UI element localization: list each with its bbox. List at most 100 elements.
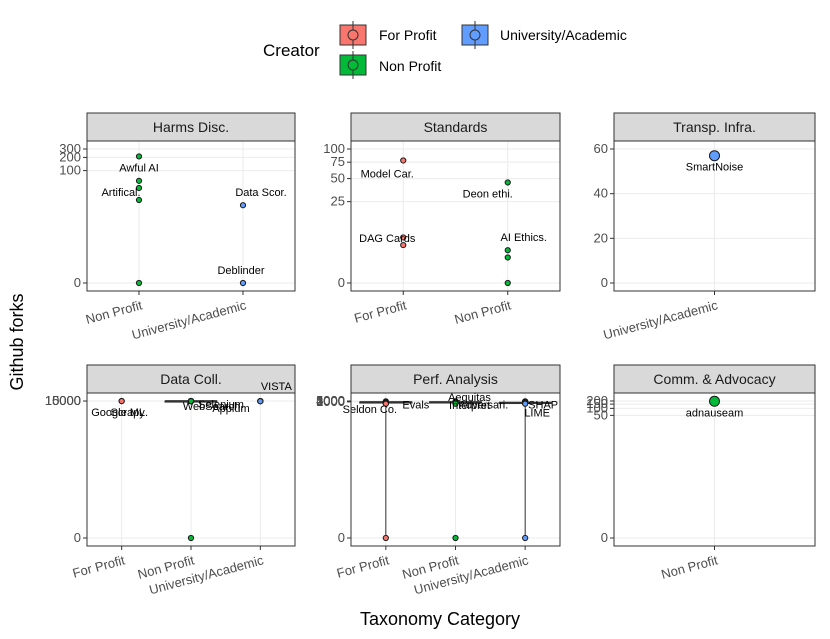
data-point [135, 196, 143, 204]
y-tick-label: 5000 [52, 393, 81, 408]
point-label: Appium [212, 403, 249, 415]
x-axis-title: Taxonomy Category [360, 609, 520, 629]
panel-border [350, 392, 561, 547]
point-label: Selenium [198, 399, 244, 411]
point-label: DAG Cards [359, 233, 416, 245]
legend-title: Creator [263, 41, 320, 60]
x-tick-label: For Profit [352, 297, 408, 325]
data-point [522, 534, 529, 542]
data-point [135, 153, 143, 160]
y-tick-label: 200 [59, 149, 81, 164]
point-label: Data Scor. [235, 187, 286, 199]
point-label: AI Ethics. [501, 232, 547, 244]
legend-key-point [347, 59, 359, 71]
panel-border [350, 140, 561, 292]
point-label: VISTA [261, 381, 293, 393]
point-label: Aequitas [448, 392, 491, 404]
y-tick-label: 300 [59, 141, 81, 156]
y-tick-label: 1000 [316, 394, 345, 409]
y-tick-label: 150 [586, 396, 608, 411]
point-label: Evals [402, 399, 429, 411]
y-tick-label: 0 [601, 275, 608, 290]
point-label: adnauseam [686, 407, 744, 419]
y-tick-label: 10000 [45, 393, 81, 408]
data-point [382, 534, 389, 542]
facet-strip [613, 112, 816, 142]
y-tick-label: 100 [59, 163, 81, 178]
y-tick-label: 40 [594, 186, 608, 201]
facet-transp-infra: Transp. Infra. 60 40 20 0 University/Academic… [594, 112, 816, 342]
y-tick-label: 0 [74, 275, 81, 290]
legend-label-for-profit: For Profit [379, 27, 437, 43]
facet-title: Data Coll. [160, 371, 221, 387]
facet-title: Perf. Analysis [413, 371, 498, 387]
point-label: Model Car. [361, 168, 414, 180]
y-tick-label: 50 [594, 407, 608, 422]
point-label: Seldon Co. [343, 404, 397, 416]
legend-key-non-profit [339, 51, 367, 79]
y-tick-label: 100 [323, 141, 345, 156]
data-point [452, 400, 459, 407]
data-point [135, 177, 143, 184]
panel-border [86, 392, 296, 547]
y-tick-label: 0 [338, 275, 345, 290]
y-tick-label: 20 [594, 230, 608, 245]
x-tick-label: Non Profit [453, 297, 513, 327]
data-point [400, 157, 407, 164]
point-label: Interpret [449, 400, 490, 412]
data-point [187, 534, 195, 542]
data-point [400, 241, 407, 249]
point-label: Adversari. [459, 399, 509, 411]
data-point [504, 279, 511, 287]
y-tick-label: 25 [331, 194, 345, 209]
y-tick-label: 5000 [316, 393, 345, 408]
legend-label-university: University/Academic [500, 27, 627, 43]
legend-key-point [347, 29, 359, 41]
panel-background [351, 141, 560, 291]
panel-border [613, 140, 816, 292]
y-tick-label: 60 [594, 141, 608, 156]
data-point [135, 184, 143, 192]
data-point [382, 400, 389, 407]
y-tick-label: 15000 [45, 393, 81, 408]
point-label: SmartNoise [686, 162, 743, 174]
y-tick-label: 0 [338, 530, 345, 545]
data-point [400, 234, 407, 241]
point-label: WebSearch. [183, 401, 243, 413]
legend-key-point [469, 29, 481, 41]
point-label: Artifical. [101, 187, 140, 199]
facet-title: Standards [424, 119, 488, 135]
point-label: Scrapy [111, 407, 146, 419]
data-point [504, 254, 511, 261]
point-label: SHAP [528, 399, 558, 411]
facet-strip [86, 364, 296, 394]
panel-background [87, 141, 295, 291]
facet-title: Comm. & Advocacy [653, 371, 775, 387]
data-point [239, 279, 247, 287]
y-tick-label: 100 [586, 400, 608, 415]
y-axis-title: Github forks [7, 293, 27, 390]
data-point [709, 150, 720, 162]
facet-strip [350, 112, 561, 142]
panel-border [86, 140, 296, 292]
x-tick-label: University/Academic [602, 297, 720, 342]
facet-title: Harms Disc. [153, 119, 229, 135]
facet-title: Transp. Infra. [673, 119, 756, 135]
data-point [118, 397, 125, 405]
facet-strip [613, 364, 816, 394]
y-tick-label: 4000 [316, 393, 345, 408]
data-point [257, 398, 264, 405]
x-tick-label: Non Profit [84, 297, 144, 327]
y-tick-label: 200 [586, 393, 608, 408]
data-point [504, 247, 511, 254]
data-point [504, 179, 511, 186]
data-point [135, 279, 143, 287]
y-tick-label: 0 [74, 530, 81, 545]
x-tick-label: University/Academic [130, 297, 248, 342]
x-tick-label: For Profit [335, 552, 391, 580]
